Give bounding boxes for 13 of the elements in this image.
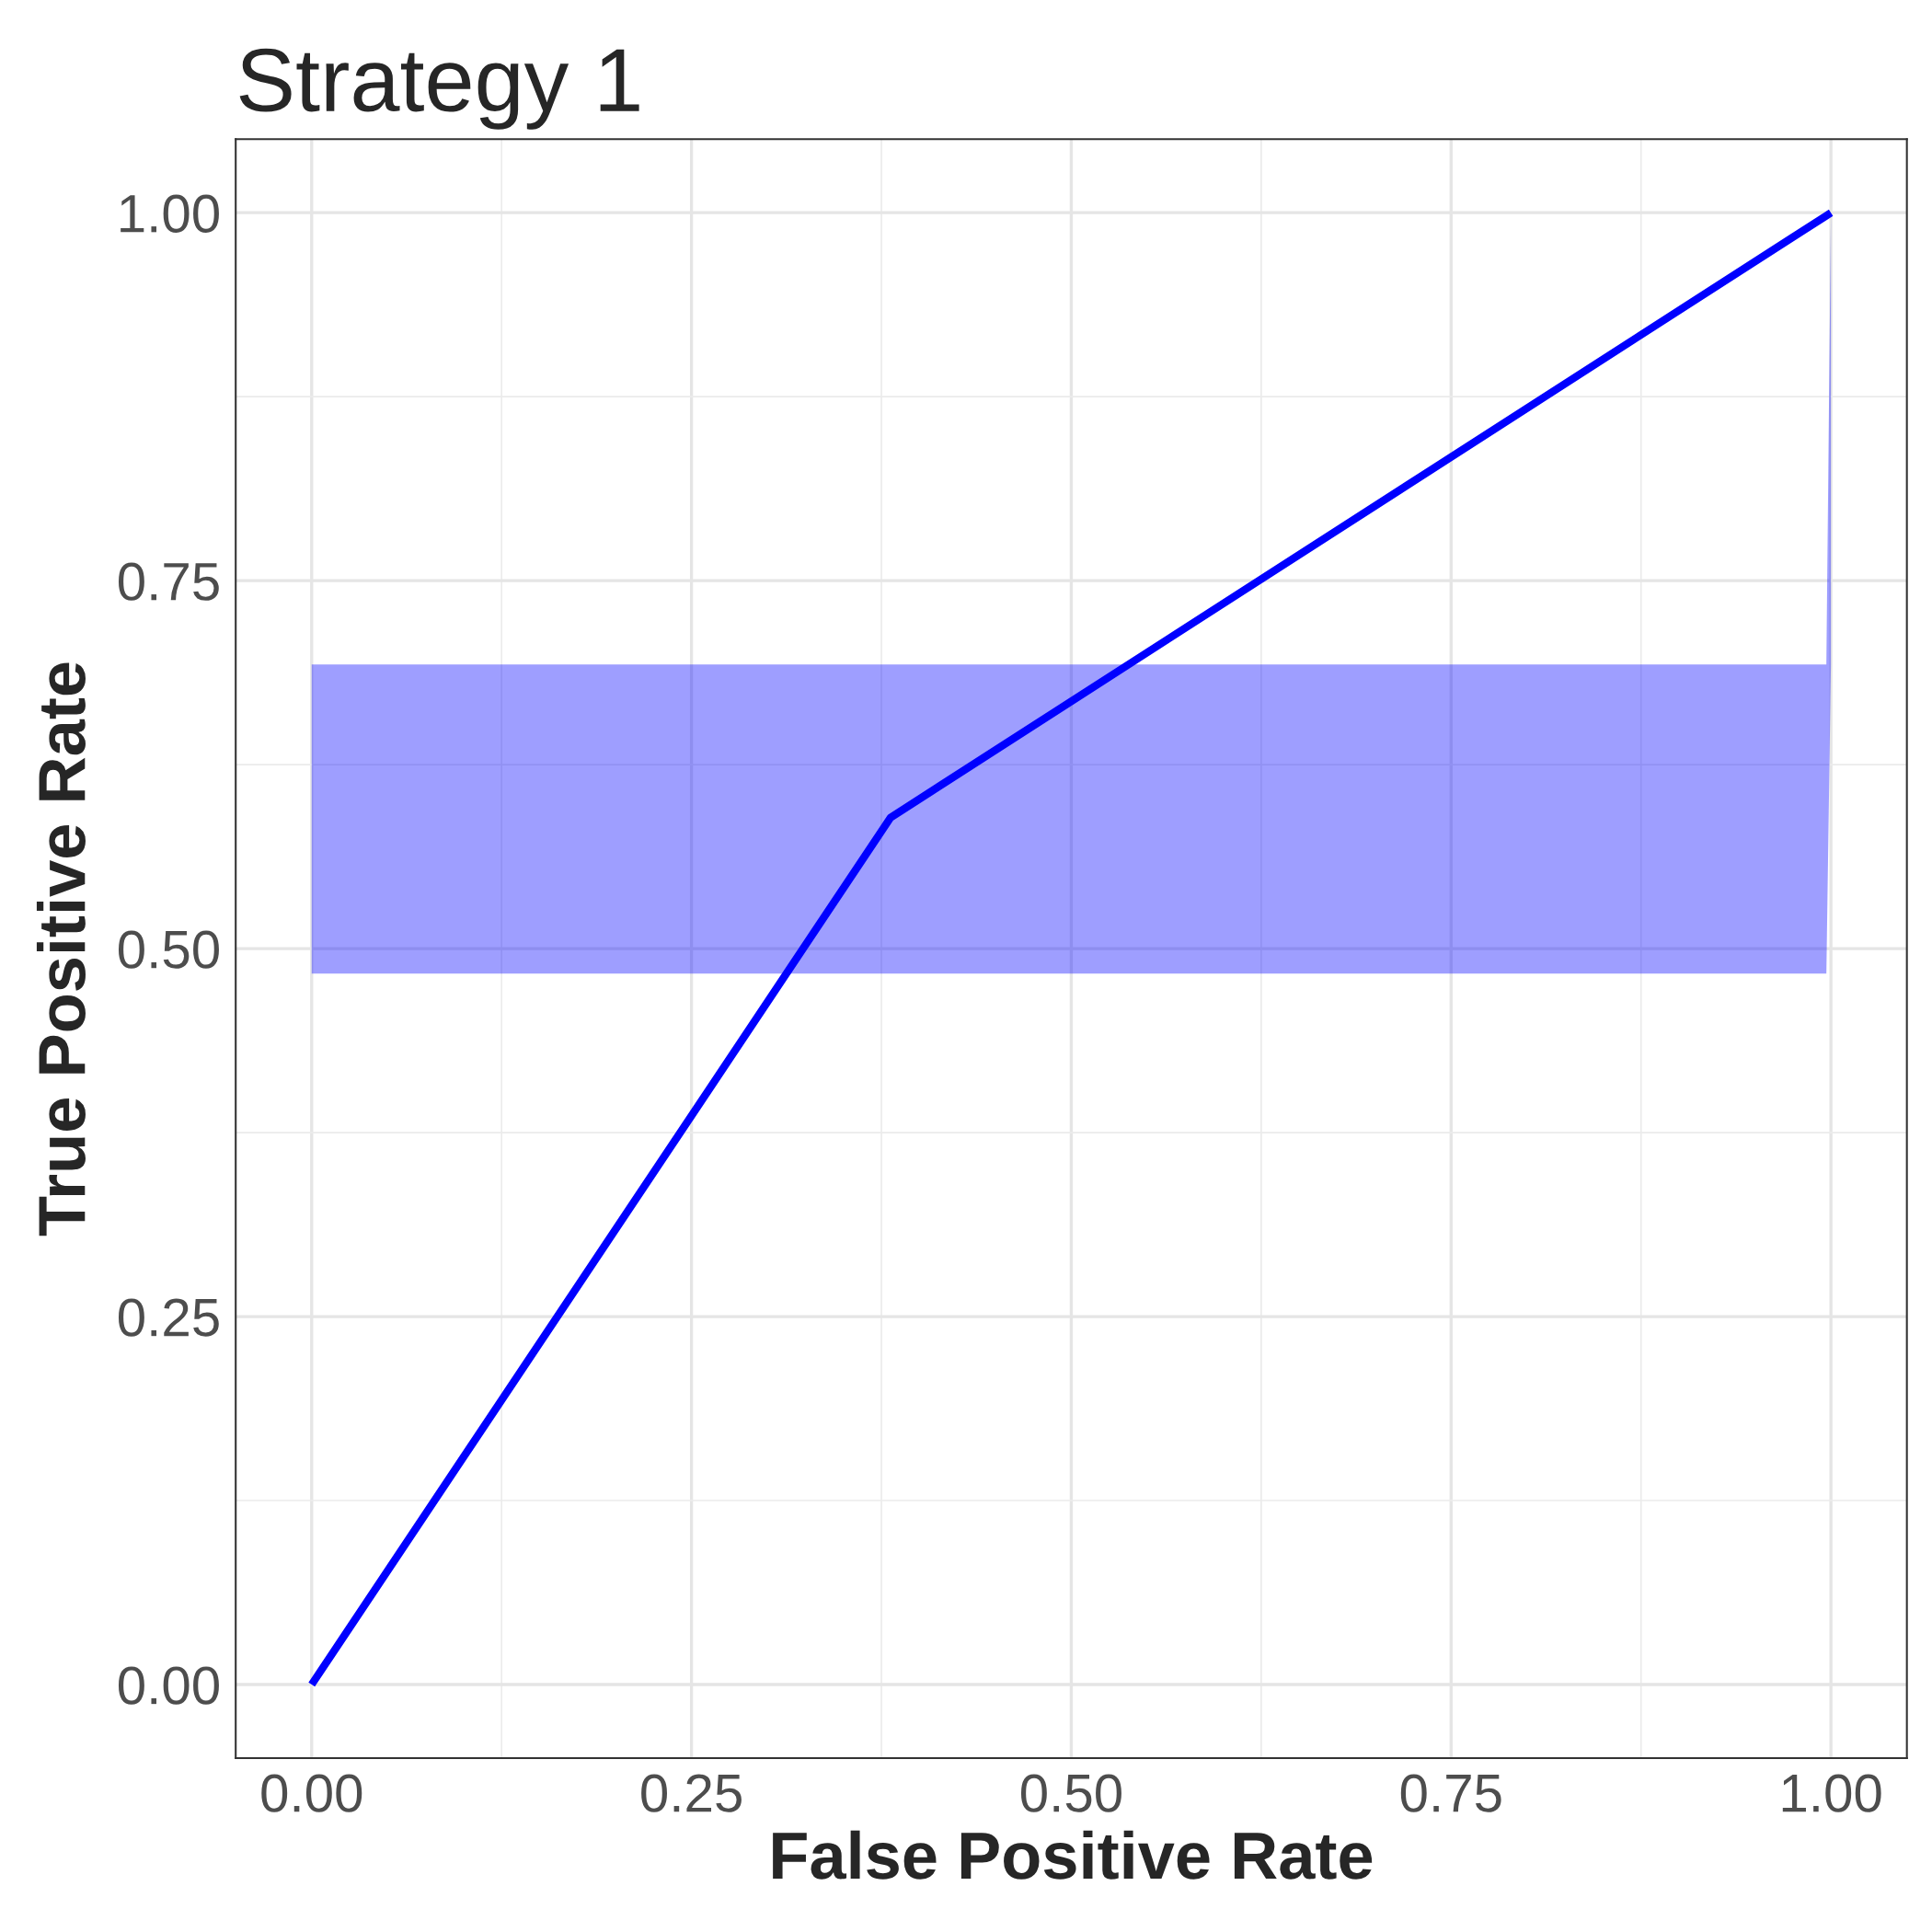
x-tick-label: 0.00 xyxy=(261,1774,362,1812)
x-tick-label: 0.50 xyxy=(1020,1774,1121,1812)
y-tick-label: 0.00 xyxy=(118,1666,219,1705)
y-tick-label: 0.25 xyxy=(118,1298,219,1337)
x-tick-label: 0.25 xyxy=(641,1774,742,1812)
chart-title: Strategy 1 xyxy=(239,48,639,130)
x-tick-label: 0.75 xyxy=(1400,1774,1501,1812)
x-axis-title: False Positive Rate xyxy=(773,1830,1373,1880)
y-tick-label: 0.50 xyxy=(118,930,219,969)
x-tick-label: 1.00 xyxy=(1782,1774,1881,1812)
y-tick-label: 0.75 xyxy=(118,562,219,601)
y-axis-title: True Positive Rate xyxy=(36,662,86,1236)
y-tick-label: 1.00 xyxy=(121,194,219,233)
